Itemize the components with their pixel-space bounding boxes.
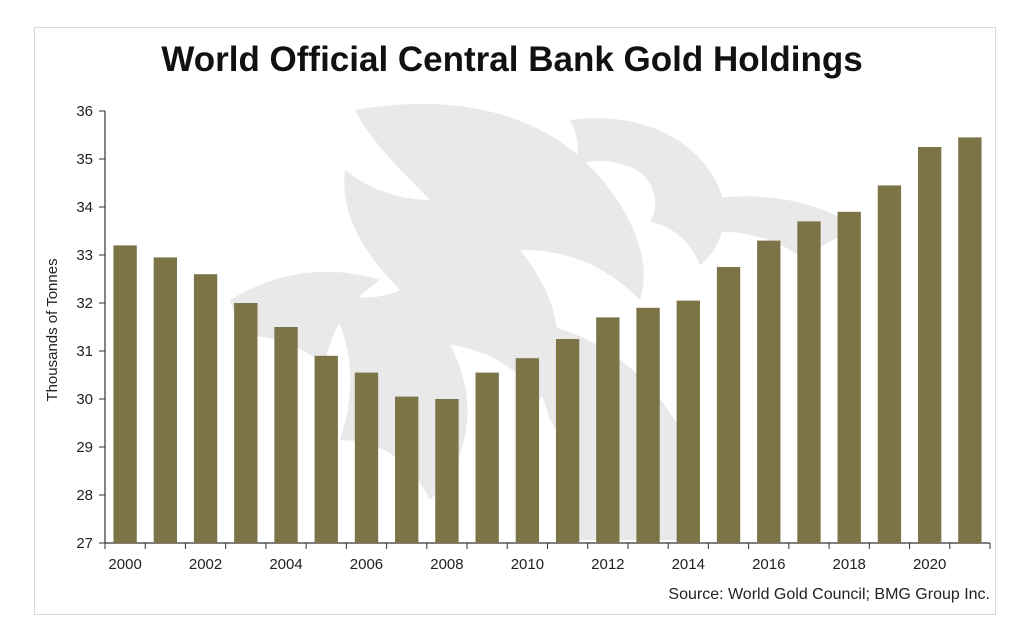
bar-2019 [877, 185, 902, 543]
y-tick-label: 34 [76, 199, 93, 216]
bar-2014 [676, 300, 700, 543]
x-tick-label: 2010 [511, 556, 544, 573]
x-tick-label: 2006 [350, 556, 383, 573]
y-tick-label: 33 [76, 247, 93, 264]
x-tick-label: 2000 [108, 556, 141, 573]
y-tick-label: 30 [76, 391, 93, 408]
bar-2001 [153, 257, 178, 543]
bar-2008 [435, 399, 459, 543]
y-tick-label: 35 [76, 151, 93, 168]
y-tick-label: 32 [76, 295, 93, 312]
bar-2009 [475, 372, 499, 543]
y-tick-label: 27 [76, 535, 93, 552]
bar-2013 [636, 307, 660, 543]
x-tick-label: 2012 [591, 556, 624, 573]
y-axis-title: Thousands of Tonnes [44, 258, 61, 401]
bar-2011 [555, 339, 580, 543]
bar-2006 [354, 372, 379, 543]
x-tick-label: 2018 [833, 556, 866, 573]
bar-2020 [917, 147, 942, 543]
bar-2021 [958, 137, 982, 543]
bar-2015 [716, 267, 741, 543]
y-ticks-group: 27 28 29 30 31 32 33 34 35 36 [76, 103, 105, 552]
y-tick-label: 28 [76, 487, 93, 504]
y-tick-label: 36 [76, 103, 93, 120]
bar-2012 [596, 317, 620, 543]
bar-2002 [193, 274, 218, 543]
y-tick-label: 29 [76, 439, 93, 456]
y-tick-label: 31 [76, 343, 93, 360]
source-note: Source: World Gold Council; BMG Group In… [668, 586, 990, 603]
bars-group [113, 137, 982, 544]
bar-2007 [395, 396, 419, 543]
bar-2004 [274, 327, 298, 543]
bar-2017 [797, 221, 821, 543]
bar-2010 [515, 358, 540, 543]
bar-2018 [837, 211, 861, 544]
x-ticks-group: 2000 2002 2004 2006 2008 2010 2012 2014 2016 2018… [104, 543, 991, 573]
x-tick-label: 2016 [752, 556, 785, 573]
chart-title: World Official Central Bank Gold Holding… [161, 40, 863, 79]
x-tick-label: 2014 [672, 556, 705, 573]
x-tick-label: 2002 [189, 556, 222, 573]
bar-2005 [314, 355, 338, 543]
bar-2016 [757, 240, 781, 543]
bar-2003 [234, 303, 258, 543]
x-tick-label: 2020 [913, 556, 946, 573]
x-tick-label: 2004 [269, 556, 302, 573]
bar-2000 [113, 245, 137, 543]
x-tick-label: 2008 [430, 556, 463, 573]
